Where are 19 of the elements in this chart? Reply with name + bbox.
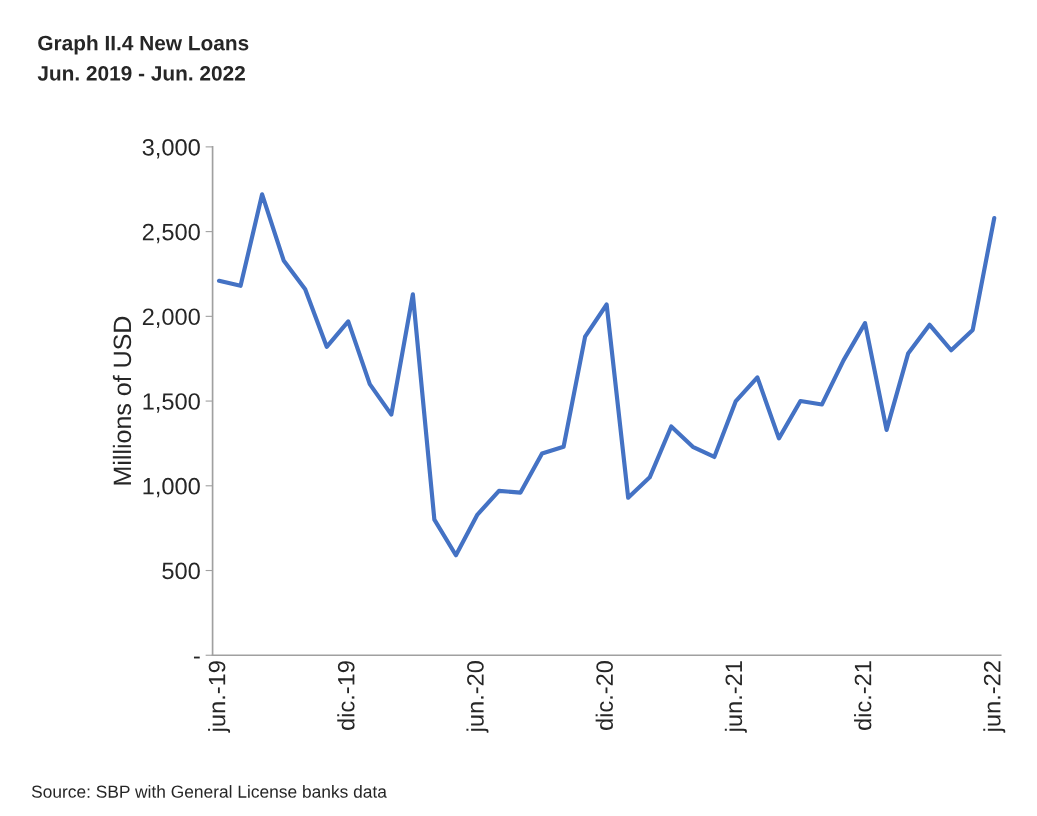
x-tick-label: dic.-19 xyxy=(337,661,355,730)
y-tick-label: 1,000 xyxy=(143,477,200,498)
line-series xyxy=(216,192,997,558)
x-tick-label: jun.-20 xyxy=(466,661,489,733)
chart-subtitle: Jun. 2019 - Jun. 2022 xyxy=(37,65,245,81)
y-tick-label: 2,500 xyxy=(142,223,200,244)
y-tick-label: - xyxy=(193,656,200,659)
y-tick-label: 2,000 xyxy=(142,308,200,328)
x-tick-label: jun.-19 xyxy=(208,661,231,733)
y-tick-label: 500 xyxy=(162,562,200,580)
x-tick-label: jun.-22 xyxy=(983,661,1006,733)
y-tick-label: 1,500 xyxy=(143,393,200,413)
y-axis-title: Millions of USD xyxy=(112,316,132,485)
x-tick-label: dic.-20 xyxy=(595,661,613,730)
y-tick-label: 3,000 xyxy=(142,138,200,159)
source-note: Source: SBP with General License banks data xyxy=(31,785,387,798)
x-tick-label: dic.-21 xyxy=(854,661,872,730)
x-tick-label: jun.-21 xyxy=(724,661,747,733)
chart-title: Graph II.4 New Loans xyxy=(38,35,249,55)
